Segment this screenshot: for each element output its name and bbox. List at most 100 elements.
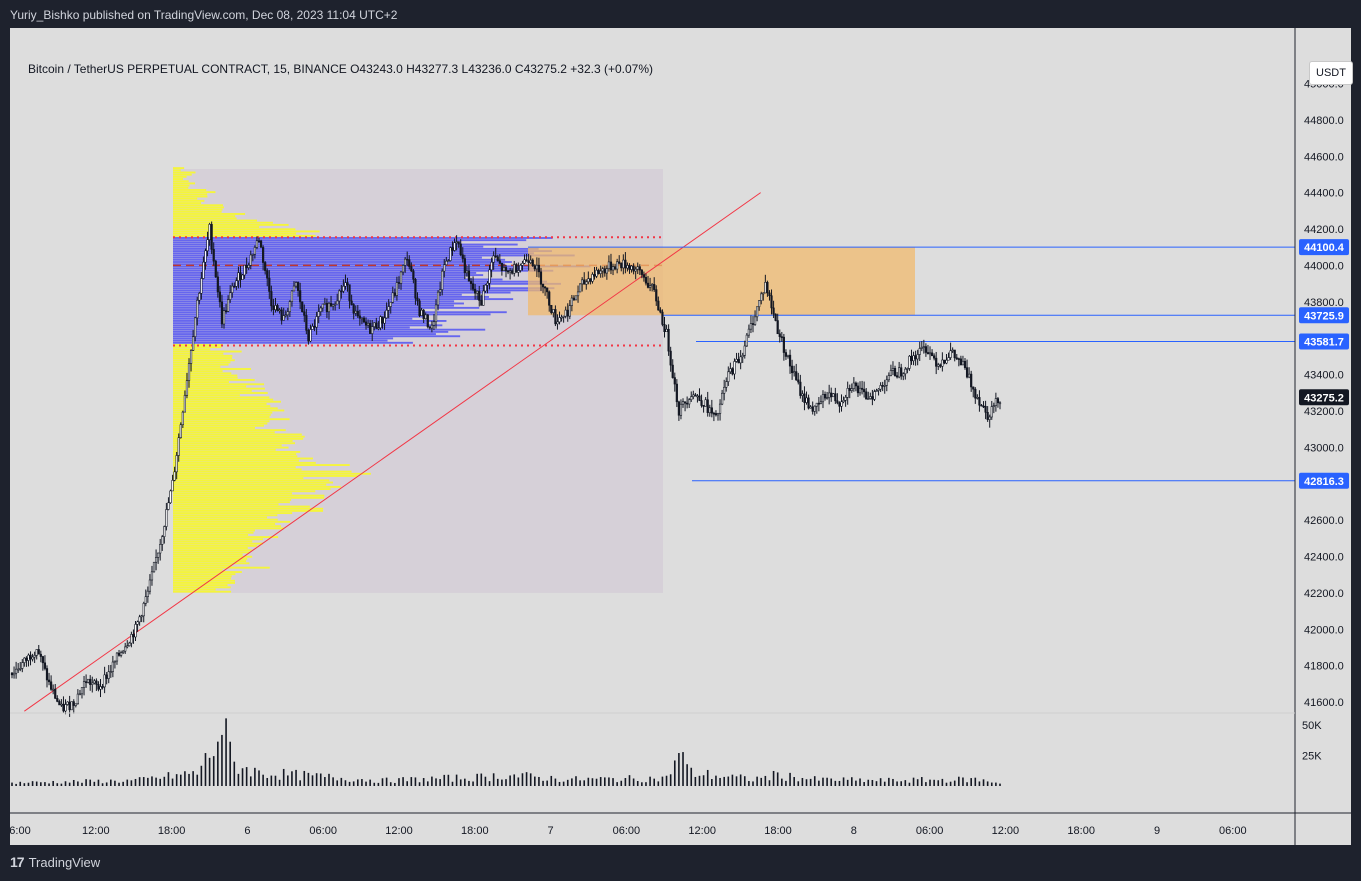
candle-body	[198, 293, 201, 301]
candle-body	[426, 314, 429, 328]
chart-canvas[interactable]: 45000.044800.044600.044400.044200.044000…	[10, 28, 1351, 845]
profile-bar	[173, 337, 394, 340]
profile-bar	[173, 475, 358, 477]
currency-button[interactable]: USDT	[1309, 61, 1353, 85]
candle-body	[21, 662, 24, 669]
profile-bar	[173, 309, 422, 311]
candle-body	[601, 268, 604, 272]
candle-body	[836, 400, 839, 404]
candle-body	[749, 323, 753, 330]
volume-tick-label: 50K	[1302, 720, 1322, 732]
candle-body	[591, 274, 594, 282]
candle-body	[167, 502, 170, 510]
volume-bar	[365, 781, 367, 786]
volume-bar	[398, 778, 400, 786]
profile-bar	[173, 193, 208, 196]
profile-bar	[173, 374, 238, 377]
candle-body	[89, 678, 92, 685]
candle-body	[663, 324, 666, 332]
volume-bar	[933, 779, 935, 786]
volume-bar	[105, 782, 108, 786]
candle-body	[122, 650, 125, 653]
volume-bar	[715, 775, 717, 786]
profile-bar	[173, 298, 514, 301]
candle-body	[928, 352, 932, 355]
candle-body	[68, 701, 71, 711]
candle-body	[943, 359, 946, 364]
candle-body	[920, 347, 923, 349]
volume-bar	[958, 776, 960, 786]
volume-bar	[990, 782, 993, 786]
candle-body	[239, 272, 242, 280]
profile-bar	[173, 501, 290, 504]
volume-bar	[204, 753, 207, 786]
volume-bar	[863, 782, 865, 786]
profile-bar	[173, 195, 208, 198]
profile-bar	[173, 245, 484, 248]
candle-body	[204, 250, 207, 263]
candle-body	[76, 693, 79, 705]
profile-bar	[173, 538, 263, 541]
tradingview-brand-text: TradingView	[28, 854, 101, 870]
candle-body	[624, 259, 627, 269]
volume-bar	[719, 777, 721, 786]
candle-body	[194, 317, 197, 337]
candle-body	[331, 304, 335, 307]
chart-area[interactable]: 45000.044800.044600.044400.044200.044000…	[10, 28, 1353, 845]
candle-body	[150, 571, 154, 581]
volume-bar	[554, 778, 557, 786]
time-tick-label: 6	[244, 825, 250, 837]
candle-body	[364, 321, 368, 326]
volume-bar	[56, 783, 59, 786]
profile-bar	[173, 440, 293, 442]
profile-bar	[173, 376, 238, 379]
profile-bar	[173, 586, 231, 589]
profile-bar	[173, 483, 327, 486]
volume-bar	[632, 778, 635, 786]
candle-body	[47, 679, 51, 683]
volume-bar	[801, 777, 804, 786]
candle-body	[513, 264, 516, 274]
candle-body	[834, 393, 837, 402]
volume-bar	[328, 773, 330, 786]
volume-bar	[764, 775, 767, 786]
candle-body	[848, 388, 851, 391]
candle-body	[245, 264, 248, 268]
profile-bar	[173, 411, 273, 414]
profile-bar	[173, 241, 461, 244]
price-level-tag-label: 42816.3	[1304, 476, 1344, 488]
volume-bar	[361, 779, 363, 786]
candle-body	[509, 270, 512, 273]
candle-body	[445, 260, 448, 266]
volume-bar	[480, 773, 483, 786]
candle-body	[148, 579, 152, 592]
candle-body	[511, 270, 514, 274]
profile-bar	[173, 346, 222, 349]
candle-body	[130, 634, 133, 644]
volume-bar	[678, 753, 680, 786]
candle-body	[638, 266, 641, 271]
tradingview-logo[interactable]: 17 TradingView	[10, 854, 100, 870]
candle-body	[677, 401, 680, 416]
profile-bar	[173, 265, 591, 268]
volume-bar	[945, 782, 948, 786]
volume-bar	[394, 782, 396, 786]
candle-body	[383, 317, 386, 324]
profile-bar	[173, 455, 298, 458]
profile-bar	[173, 189, 207, 191]
profile-bar	[173, 518, 278, 521]
volume-bar	[163, 776, 166, 786]
trendline[interactable]	[24, 192, 761, 712]
volume-bar	[974, 777, 977, 786]
volume-bar	[587, 777, 590, 786]
volume-bar	[196, 774, 199, 786]
candle-body	[683, 401, 687, 404]
candle-body	[762, 292, 765, 295]
candle-body	[982, 405, 985, 408]
candle-body	[930, 352, 934, 357]
profile-bar	[173, 317, 413, 320]
volume-bar	[649, 776, 651, 786]
profile-bar	[173, 542, 263, 545]
candle-body	[183, 394, 187, 413]
trendline-segment[interactable]	[24, 192, 761, 712]
